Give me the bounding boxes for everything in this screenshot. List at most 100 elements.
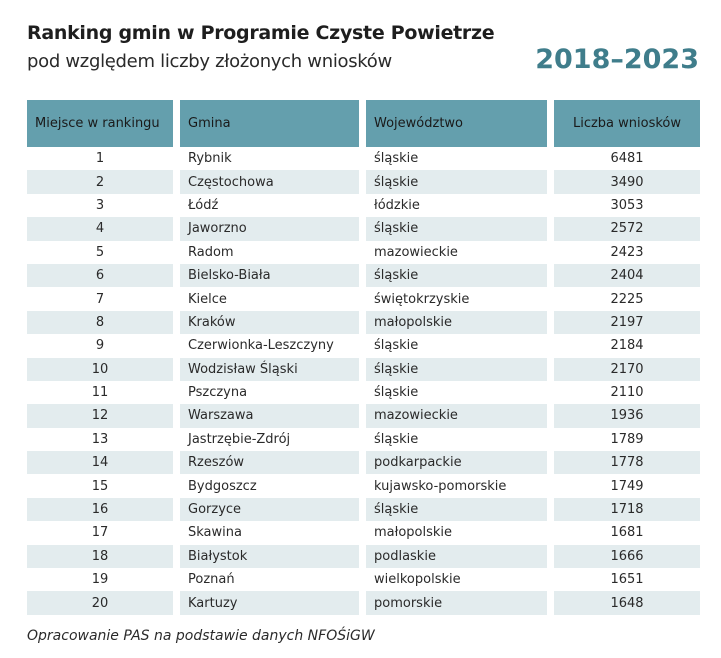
cell-municipality: Kielce — [188, 291, 227, 307]
table-row: 7 Kielce świętokrzyskie 2225 — [27, 287, 700, 310]
cell-voivodeship: śląskie — [374, 385, 419, 401]
cell-municipality: Pszczyna — [188, 385, 248, 401]
cell-voivodeship: śląskie — [366, 170, 547, 194]
cell-applications: 1789 — [610, 431, 644, 447]
cell-applications: 1749 — [610, 478, 644, 494]
cell-municipality: Białystok — [180, 544, 359, 569]
cell-municipality: Bielsko-Biała — [180, 263, 359, 288]
column-header-rank: Miejsce w rankingu — [27, 100, 173, 147]
cell-rank: 7 — [95, 291, 105, 307]
cell-applications: 1936 — [554, 404, 700, 428]
table-row: 3 Łódź łódzkie 3053 — [27, 194, 700, 217]
table-row: 20 Kartuzy pomorskie 1648 — [27, 591, 700, 615]
table-row: 17 Skawina małopolskie 1681 — [27, 521, 700, 544]
table-row: 13 Jastrzębie-Zdrój śląskie 1789 — [27, 428, 700, 451]
cell-municipality: Kraków — [180, 310, 359, 335]
column-header-voivodeship: Województwo — [366, 100, 547, 147]
cell-voivodeship: podlaskie — [366, 544, 547, 569]
cell-applications: 2197 — [554, 310, 700, 335]
cell-municipality: Radom — [188, 244, 234, 260]
cell-rank: 11 — [91, 385, 109, 401]
cell-rank: 1 — [95, 151, 105, 167]
cell-voivodeship: małopolskie — [374, 525, 453, 541]
cell-rank: 18 — [27, 544, 173, 569]
cell-voivodeship: podkarpackie — [366, 451, 547, 475]
cell-applications: 2423 — [610, 244, 644, 260]
cell-rank: 20 — [27, 591, 173, 615]
cell-rank: 5 — [95, 244, 105, 260]
cell-voivodeship: pomorskie — [366, 591, 547, 615]
cell-applications: 1651 — [610, 572, 644, 588]
cell-rank: 10 — [27, 357, 173, 381]
cell-municipality: Czerwionka-Leszczyny — [188, 338, 334, 354]
cell-rank: 8 — [27, 310, 173, 335]
cell-applications: 2184 — [610, 338, 644, 354]
table-row: 5 Radom mazowieckie 2423 — [27, 241, 700, 264]
year-range: 2018–2023 — [535, 44, 699, 75]
cell-applications: 2170 — [554, 357, 700, 381]
cell-voivodeship: śląskie — [366, 497, 547, 522]
cell-rank: 4 — [27, 217, 173, 241]
cell-rank: 16 — [27, 497, 173, 522]
source-note: Opracowanie PAS na podstawie danych NFOŚ… — [27, 628, 375, 644]
ranking-table: Miejsce w rankingu Gmina Województwo Liczba… — [20, 100, 707, 615]
table-row: 1 Rybnik śląskie 6481 — [27, 147, 700, 170]
cell-voivodeship: mazowieckie — [374, 244, 458, 260]
cell-applications: 3490 — [554, 170, 700, 194]
cell-applications: 1718 — [554, 497, 700, 522]
table-row: 8 Kraków małopolskie 2197 — [27, 310, 700, 335]
cell-voivodeship: małopolskie — [366, 310, 547, 335]
cell-municipality: Kartuzy — [180, 591, 359, 615]
cell-voivodeship: wielkopolskie — [374, 572, 461, 588]
cell-applications: 2572 — [554, 217, 700, 241]
table-row: 9 Czerwionka-Leszczyny śląskie 2184 — [27, 334, 700, 357]
header-row: Miejsce w rankingu Gmina Województwo Liczba… — [27, 100, 700, 147]
cell-voivodeship: śląskie — [366, 263, 547, 288]
cell-applications: 3053 — [610, 197, 644, 213]
cell-rank: 14 — [27, 451, 173, 475]
table-row: 10 Wodzisław Śląski śląskie 2170 — [27, 357, 700, 381]
cell-rank: 6 — [27, 263, 173, 288]
cell-applications: 1666 — [554, 544, 700, 569]
cell-voivodeship: świętokrzyskie — [374, 291, 470, 307]
cell-municipality: Gorzyce — [180, 497, 359, 522]
cell-municipality: Poznań — [188, 572, 235, 588]
cell-rank: 3 — [95, 197, 105, 213]
table-row: 15 Bydgoszcz kujawsko-pomorskie 1749 — [27, 474, 700, 497]
table-row: 12 Warszawa mazowieckie 1936 — [27, 404, 700, 428]
cell-applications: 1681 — [610, 525, 644, 541]
cell-rank: 19 — [91, 572, 109, 588]
cell-municipality: Rzeszów — [180, 451, 359, 475]
cell-voivodeship: śląskie — [374, 431, 419, 447]
cell-voivodeship: mazowieckie — [366, 404, 547, 428]
table-row: 14 Rzeszów podkarpackie 1778 — [27, 451, 700, 475]
cell-rank: 9 — [95, 338, 105, 354]
table-row: 18 Białystok podlaskie 1666 — [27, 544, 700, 569]
cell-municipality: Bydgoszcz — [188, 478, 257, 494]
cell-rank: 12 — [27, 404, 173, 428]
table-row: 16 Gorzyce śląskie 1718 — [27, 497, 700, 522]
cell-applications: 1778 — [554, 451, 700, 475]
cell-rank: 2 — [27, 170, 173, 194]
cell-municipality: Łódź — [188, 197, 219, 213]
cell-municipality: Częstochowa — [180, 170, 359, 194]
cell-municipality: Skawina — [188, 525, 242, 541]
cell-municipality: Jastrzębie-Zdrój — [188, 431, 291, 447]
cell-rank: 17 — [91, 525, 109, 541]
cell-municipality: Jaworzno — [180, 217, 359, 241]
table-row: 19 Poznań wielkopolskie 1651 — [27, 568, 700, 591]
cell-municipality: Rybnik — [188, 151, 232, 167]
table-row: 2 Częstochowa śląskie 3490 — [27, 170, 700, 194]
column-header-applications: Liczba wniosków — [554, 100, 700, 147]
cell-municipality: Wodzisław Śląski — [180, 357, 359, 381]
cell-applications: 6481 — [610, 151, 644, 167]
cell-voivodeship: śląskie — [366, 357, 547, 381]
cell-voivodeship: śląskie — [374, 338, 419, 354]
cell-rank: 13 — [91, 431, 109, 447]
table-row: 11 Pszczyna śląskie 2110 — [27, 381, 700, 404]
cell-municipality: Warszawa — [180, 404, 359, 428]
cell-voivodeship: łódzkie — [374, 197, 420, 213]
cell-voivodeship: śląskie — [366, 217, 547, 241]
cell-applications: 2225 — [610, 291, 644, 307]
